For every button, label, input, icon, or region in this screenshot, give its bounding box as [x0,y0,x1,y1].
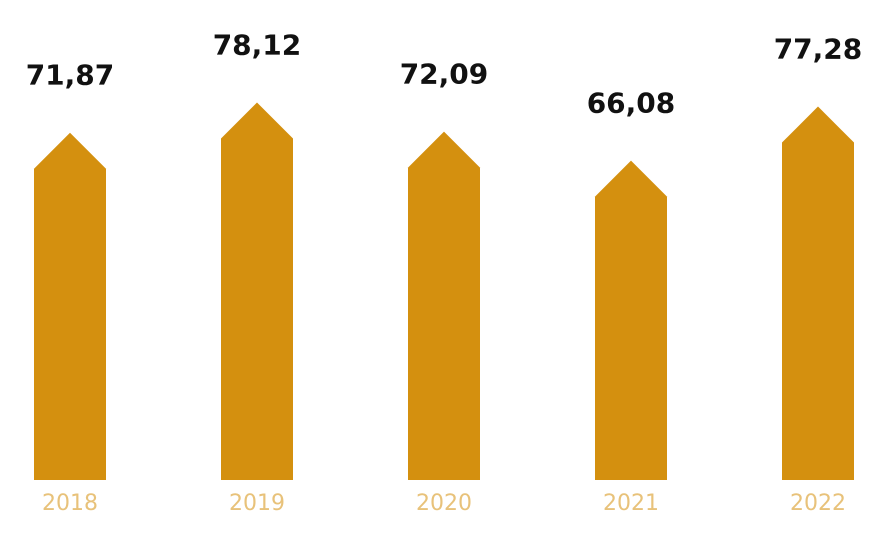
x-tick-label-2019: 2019 [229,491,285,516]
value-label-2018: 71,87 [26,59,115,92]
value-label-2021: 66,08 [587,87,676,120]
bar-2018 [34,132,106,480]
x-tick-label-2021: 2021 [603,491,659,516]
bar-2021 [595,160,667,480]
x-tick-label-2018: 2018 [42,491,98,516]
x-tick-label-2020: 2020 [416,491,472,516]
bar-2019 [221,102,293,480]
bar-2020 [408,131,480,480]
value-label-2022: 77,28 [774,33,863,66]
bars-group [34,102,854,480]
value-labels-group: 71,87 78,12 72,09 66,08 77,28 [26,29,863,120]
bar-2022 [782,106,854,480]
x-tick-labels-group: 2018 2019 2020 2021 2022 [42,491,846,516]
value-label-2020: 72,09 [400,58,489,91]
value-label-2019: 78,12 [213,29,302,62]
x-tick-label-2022: 2022 [790,491,846,516]
